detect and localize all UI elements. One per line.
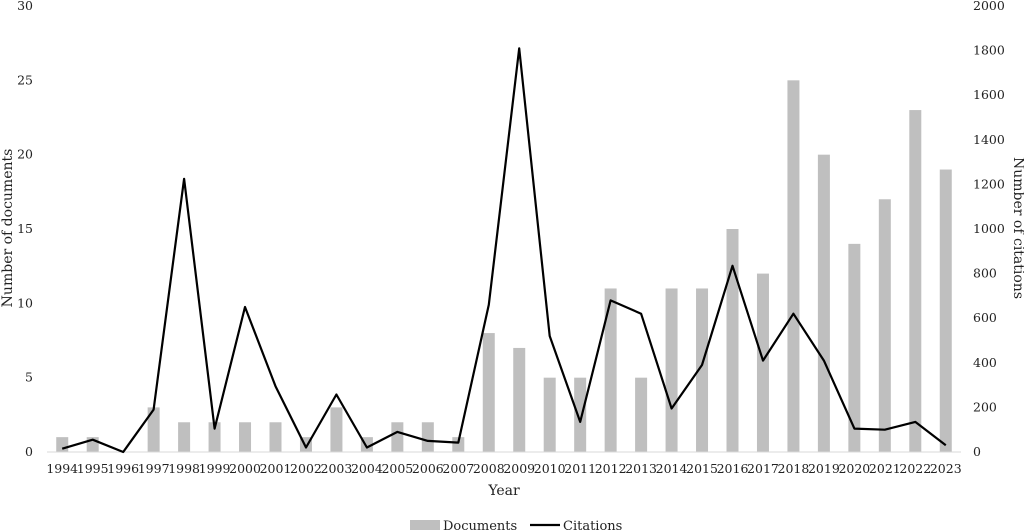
documents-bar-2013: [635, 377, 648, 452]
x-tick-2005: 2005: [381, 461, 413, 476]
x-tick-1998: 1998: [168, 461, 200, 476]
right-y-tick-400: 400: [973, 355, 997, 370]
documents-bar-1999: [208, 422, 221, 452]
x-tick-2017: 2017: [747, 461, 779, 476]
right-y-tick-1600: 1600: [973, 87, 1005, 102]
x-tick-2021: 2021: [869, 461, 901, 476]
x-tick-2010: 2010: [534, 461, 566, 476]
left-y-tick-0: 0: [25, 444, 33, 459]
documents-bar-2006: [421, 422, 434, 452]
documents-bar-2011: [574, 377, 587, 452]
documents-bar-1994: [56, 437, 69, 452]
left-y-axis-title: Number of documents: [0, 149, 16, 308]
right-y-tick-1200: 1200: [973, 176, 1005, 191]
documents-bar-2000: [239, 422, 252, 452]
documents-bar-1997: [147, 407, 160, 452]
left-y-tick-15: 15: [17, 221, 33, 236]
right-y-tick-800: 800: [973, 266, 997, 281]
x-tick-1995: 1995: [77, 461, 109, 476]
legend-swatch-documents: [410, 520, 440, 530]
citations-line: [61, 47, 947, 454]
right-y-tick-200: 200: [973, 399, 997, 414]
documents-bar-2014: [665, 288, 678, 452]
x-tick-2015: 2015: [686, 461, 718, 476]
x-tick-2016: 2016: [717, 461, 749, 476]
right-y-tick-1800: 1800: [973, 43, 1005, 58]
left-y-tick-30: 30: [17, 0, 33, 13]
left-y-tick-5: 5: [25, 370, 33, 385]
documents-bar-2008: [482, 333, 495, 452]
legend-item-documents: Documents: [410, 519, 517, 532]
x-tick-2004: 2004: [351, 461, 383, 476]
right-y-tick-600: 600: [973, 310, 997, 325]
x-tick-1999: 1999: [199, 461, 231, 476]
x-tick-1996: 1996: [107, 461, 139, 476]
left-y-tick-labels: 0 5 10 15 20 25 30: [17, 0, 33, 459]
x-tick-2006: 2006: [412, 461, 444, 476]
x-tick-2022: 2022: [899, 461, 931, 476]
legend-label-citations: Citations: [563, 519, 622, 532]
left-y-tick-10: 10: [17, 295, 33, 310]
x-tick-1997: 1997: [138, 461, 170, 476]
x-tick-2018: 2018: [778, 461, 810, 476]
x-tick-2013: 2013: [625, 461, 657, 476]
x-tick-2019: 2019: [808, 461, 840, 476]
x-tick-2003: 2003: [321, 461, 353, 476]
legend: Documents Citations: [410, 519, 622, 532]
x-tick-2008: 2008: [473, 461, 505, 476]
x-tick-2020: 2020: [838, 461, 870, 476]
documents-bar-2015: [696, 288, 709, 452]
documents-bar-2018: [787, 80, 800, 452]
x-tick-2002: 2002: [290, 461, 322, 476]
documents-bar-2009: [513, 347, 526, 452]
left-y-tick-25: 25: [17, 72, 33, 87]
documents-bar-2019: [817, 154, 830, 452]
documents-bar-2001: [269, 422, 282, 452]
x-tick-2011: 2011: [564, 461, 596, 476]
documents-bar-2016: [726, 229, 739, 452]
documents-bar-2010: [543, 377, 556, 452]
documents-bar-2012: [604, 288, 617, 452]
right-y-tick-0: 0: [973, 444, 981, 459]
documents-bar-2017: [756, 273, 769, 452]
documents-bar-2007: [452, 437, 465, 452]
documents-bars: [56, 80, 952, 453]
documents-bar-2020: [848, 243, 861, 452]
x-tick-2007: 2007: [442, 461, 474, 476]
x-tick-labels: 1994199519961997199819992000200120022003…: [46, 461, 961, 476]
documents-bar-1998: [178, 422, 191, 452]
right-y-axis-title: Number of citations: [1010, 157, 1024, 299]
right-y-tick-labels: 0 200 400 600 800 1000 1200 1400 1600 1800 2000: [973, 0, 1005, 459]
x-tick-2000: 2000: [229, 461, 261, 476]
documents-bar-2023: [939, 169, 952, 453]
x-tick-2023: 2023: [930, 461, 962, 476]
right-y-tick-1000: 1000: [973, 221, 1005, 236]
documents-bar-2022: [909, 110, 922, 453]
x-tick-2001: 2001: [260, 461, 292, 476]
x-tick-2009: 2009: [503, 461, 535, 476]
x-tick-2012: 2012: [595, 461, 627, 476]
x-tick-2014: 2014: [656, 461, 688, 476]
documents-bar-2021: [878, 199, 891, 452]
documents-bar-2005: [391, 422, 404, 452]
x-axis-title: Year: [487, 483, 520, 499]
legend-item-citations: Citations: [530, 519, 622, 532]
right-y-tick-1400: 1400: [973, 132, 1005, 147]
left-y-tick-20: 20: [17, 147, 33, 162]
right-y-tick-2000: 2000: [973, 0, 1005, 13]
documents-bar-2003: [330, 407, 343, 452]
x-tick-1994: 1994: [46, 461, 78, 476]
legend-label-documents: Documents: [443, 519, 517, 532]
